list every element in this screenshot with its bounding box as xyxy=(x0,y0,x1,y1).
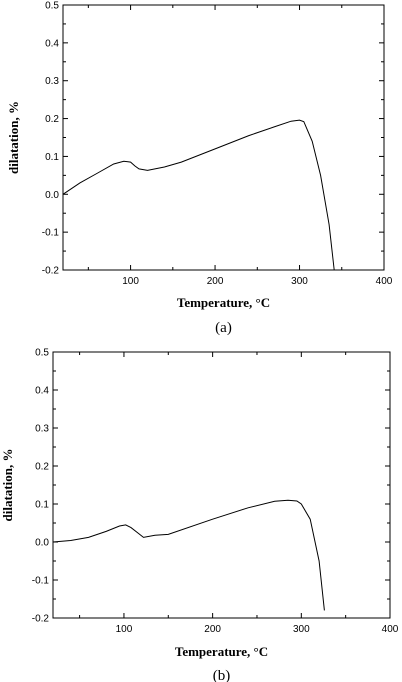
y-tick-label: 0.1 xyxy=(35,500,49,511)
y-tick-label: 0.2 xyxy=(35,462,49,473)
x-tick-label: 100 xyxy=(122,276,139,287)
plot-frame xyxy=(62,4,385,271)
panel-caption: (a) xyxy=(215,320,232,336)
x-axis-title: Temperature, °C xyxy=(177,295,270,310)
x-tick-label: 300 xyxy=(293,624,310,635)
y-axis-title: dilatation, % xyxy=(6,101,21,174)
x-tick-label: 400 xyxy=(376,276,393,287)
y-tick-label: 0.2 xyxy=(45,114,59,125)
x-tick-label: 100 xyxy=(116,624,133,635)
y-axis-title: dilatation, % xyxy=(0,449,15,522)
y-tick-label: 0.3 xyxy=(35,424,49,435)
x-tick-label: 200 xyxy=(207,276,224,287)
plot-frame xyxy=(52,351,391,619)
x-tick-label: 200 xyxy=(204,624,221,635)
y-tick-label: 0.0 xyxy=(45,190,59,201)
y-tick-label: 0.5 xyxy=(45,1,59,12)
y-tick-label: 0.4 xyxy=(45,38,59,49)
y-tick-label: 0.4 xyxy=(35,386,49,397)
chart-panel-a: -0.2 -0.1 0.0 0.1 0.2 0.3 0.4 0.5 100 200 300 400 Te… xyxy=(6,1,393,337)
y-tick-label: -0.2 xyxy=(42,266,60,277)
y-tick-label: -0.1 xyxy=(42,228,60,239)
x-axis-title: Temperature, °C xyxy=(175,644,268,659)
dilatation-curve xyxy=(52,499,325,611)
panel-caption: (b) xyxy=(213,668,231,682)
x-tick-label: 300 xyxy=(291,276,308,287)
y-tick-label: 0.3 xyxy=(45,76,59,87)
y-tick-label: -0.1 xyxy=(32,576,50,587)
y-tick-label: 0.5 xyxy=(35,348,49,359)
y-tick-label: -0.2 xyxy=(32,614,50,625)
y-tick-label: 0.1 xyxy=(45,152,59,163)
chart-panel-b: -0.2 -0.1 0.0 0.1 0.2 0.3 0.4 0.5 100 200 300 400 Te… xyxy=(0,348,399,682)
y-tick-label: 0.0 xyxy=(35,538,49,549)
dilatation-curve xyxy=(62,119,335,271)
x-tick-label: 400 xyxy=(382,624,399,635)
